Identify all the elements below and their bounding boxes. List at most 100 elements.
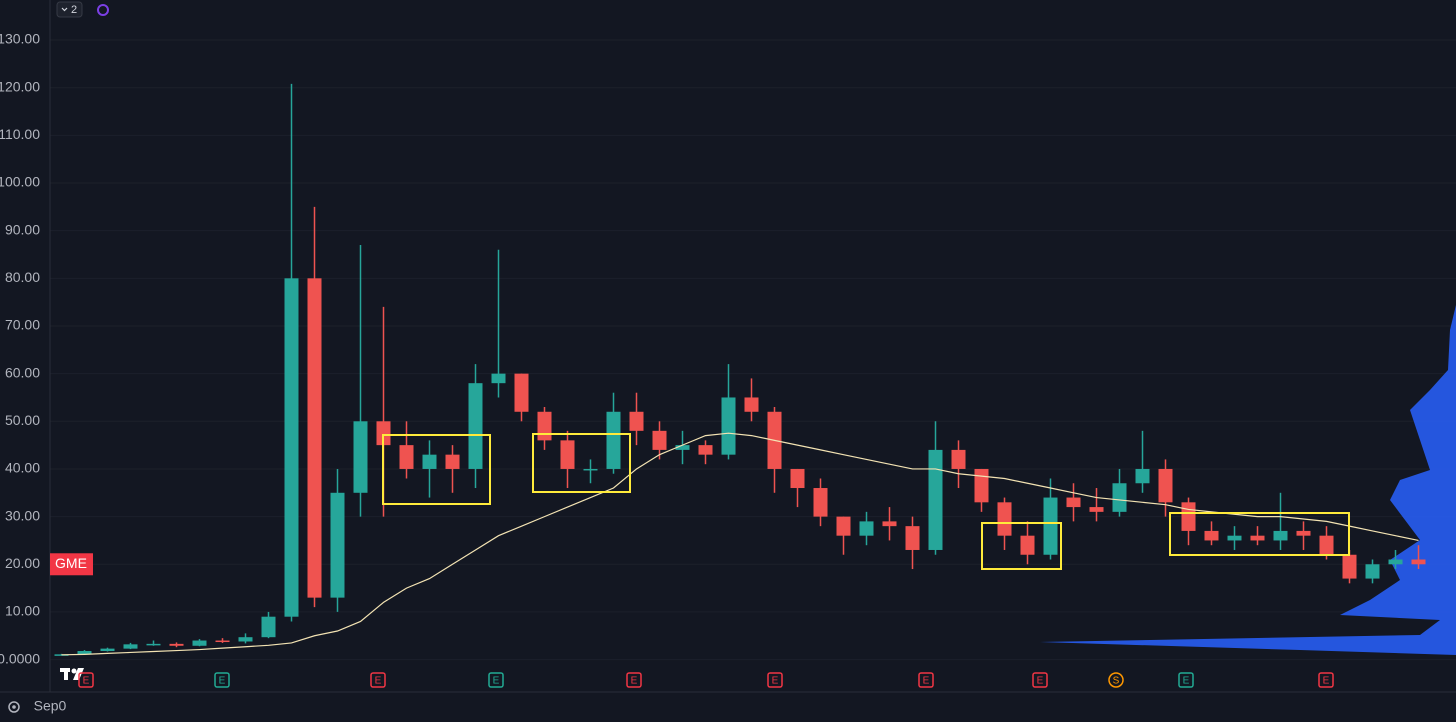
- y-tick-label: 120.00: [0, 78, 40, 94]
- event-marker: [1032, 672, 1048, 688]
- candle-body: [974, 468, 989, 503]
- candle-body: [1181, 502, 1196, 531]
- candle-body: [376, 421, 391, 446]
- candle-body: [859, 521, 874, 536]
- symbol-box: [50, 553, 93, 576]
- candle-body: [307, 278, 322, 598]
- candle-body: [491, 373, 506, 384]
- candle-body: [353, 421, 368, 493]
- annotation-box: [382, 434, 491, 505]
- candle-body: [422, 454, 437, 469]
- candle-body: [721, 397, 736, 455]
- candle-body: [813, 488, 828, 517]
- y-tick-label: 130.00: [0, 31, 40, 47]
- candle-body: [882, 521, 897, 527]
- candle-body: [1342, 554, 1357, 579]
- event-marker: [78, 672, 94, 688]
- badge-box: [56, 1, 83, 18]
- candle-body: [790, 468, 805, 489]
- y-tick-label: 70.00: [5, 317, 40, 333]
- candle-body: [1296, 530, 1311, 536]
- candle-body: [1411, 559, 1426, 565]
- badge-text: 2: [71, 4, 77, 16]
- axes: 130.00 120.00 110.00 100.00 90.00 80.00 70.00 6…: [0, 31, 67, 714]
- candle-body: [629, 411, 644, 431]
- interval-badge[interactable]: 2: [56, 1, 83, 18]
- settings-icon-dot: [12, 705, 16, 709]
- event-label: S: [1113, 676, 1120, 687]
- y-tick-label: 10.00: [5, 603, 40, 619]
- candle-body: [1020, 535, 1035, 555]
- candle-body: [445, 454, 460, 469]
- y-tick-label: 90.00: [5, 221, 40, 237]
- candle-body: [468, 383, 483, 469]
- symbol-label: GME: [50, 553, 93, 576]
- candle-body: [238, 637, 253, 642]
- candle-body: [1158, 468, 1173, 503]
- candle-body: [1227, 535, 1242, 541]
- candle-body: [652, 430, 667, 450]
- event-marker: [626, 672, 642, 688]
- candle-body: [905, 526, 920, 550]
- settings-icon[interactable]: [8, 701, 20, 713]
- y-tick-label: 110.00: [0, 126, 40, 142]
- symbol-text: GME: [55, 555, 87, 571]
- candle-body: [330, 492, 345, 598]
- candle-body: [192, 640, 207, 646]
- annotation-boxes: [382, 433, 1350, 570]
- badge-chevron: [61, 7, 68, 12]
- candle-body: [836, 516, 851, 536]
- candle-body: [1089, 507, 1104, 512]
- candle-body: [169, 643, 184, 646]
- candle-body: [1066, 497, 1081, 508]
- moving-average: [61, 432, 1419, 656]
- event-label: E: [83, 676, 90, 687]
- candle-body: [1204, 530, 1219, 541]
- candle-body: [951, 449, 966, 469]
- event-marker: [1108, 672, 1124, 688]
- candle-body: [1273, 530, 1288, 541]
- y-tick-label: 40.00: [5, 460, 40, 476]
- candle-body: [537, 411, 552, 441]
- candle-body: [54, 654, 69, 656]
- candle-body: [698, 445, 713, 455]
- event-label: E: [375, 676, 382, 687]
- event-label: E: [493, 676, 500, 687]
- candle-body: [744, 397, 759, 412]
- x-tick-label: Sep0: [34, 698, 67, 714]
- candle-body: [1112, 483, 1127, 512]
- candle-body: [606, 411, 621, 469]
- candle-body: [997, 502, 1012, 536]
- candle-body: [1135, 468, 1150, 484]
- candle-body: [514, 373, 529, 412]
- sync-icon[interactable]: [97, 4, 109, 16]
- event-marker: [488, 672, 504, 688]
- event-label: E: [923, 676, 930, 687]
- candle-body: [1043, 497, 1058, 555]
- y-tick-label: 50.00: [5, 412, 40, 428]
- candle-body: [215, 640, 230, 643]
- annotation-box: [981, 522, 1062, 570]
- candle-body: [675, 445, 690, 450]
- y-tick-label: 30.00: [5, 507, 40, 523]
- logo-part: [71, 668, 77, 674]
- event-label: E: [1323, 676, 1330, 687]
- y-tick-label: 0.0000: [0, 650, 40, 666]
- event-marker: [1318, 672, 1334, 688]
- candle-body: [928, 449, 943, 550]
- candle-body: [560, 440, 575, 469]
- annotation-box: [532, 433, 631, 493]
- y-tick-label: 80.00: [5, 269, 40, 285]
- y-tick-label: 20.00: [5, 555, 40, 571]
- grid: [50, 39, 1456, 661]
- event-marker: [918, 672, 934, 688]
- candle-body: [123, 644, 138, 649]
- event-label: E: [1037, 676, 1044, 687]
- event-marker: [370, 672, 386, 688]
- event-label: E: [772, 676, 779, 687]
- candle-body: [146, 643, 161, 646]
